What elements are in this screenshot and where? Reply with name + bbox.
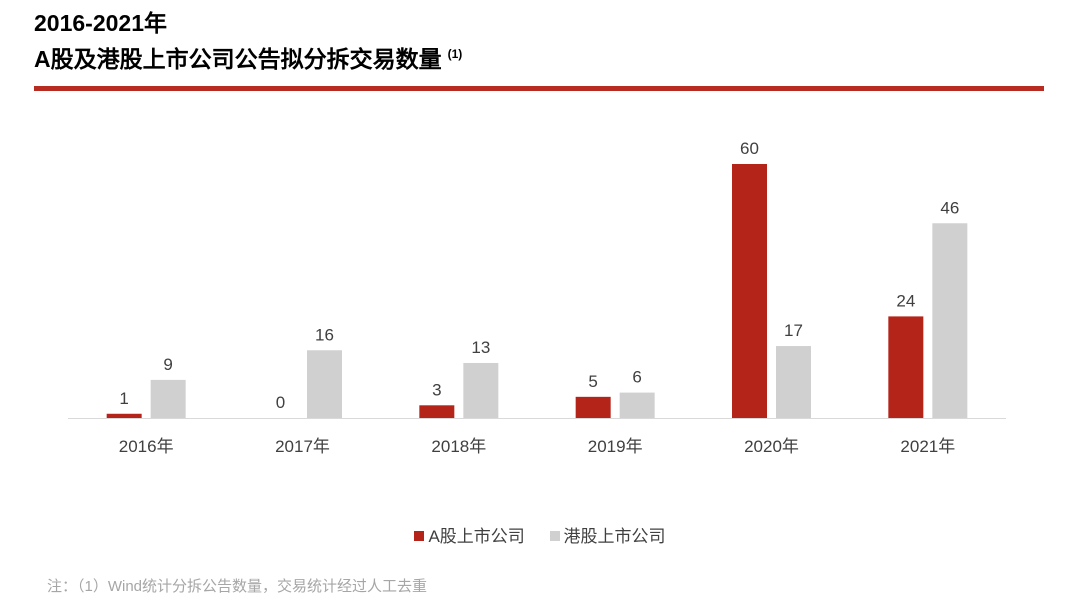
data-label-a-share-4: 60 [740,139,759,158]
data-label-a-share-1: 0 [276,393,285,412]
footnote: 注：（1）Wind统计分拆公告数量，交易统计经过人工去重 [47,578,428,595]
data-label-hk-share-1: 16 [315,325,334,344]
data-label-hk-share-2: 13 [471,338,490,357]
legend-item-hk-share: 港股上市公司 [549,522,666,547]
bar-a-share-2 [419,405,455,418]
legend-label-hk-share: 港股上市公司 [563,527,666,546]
bar-a-share-4 [732,164,767,418]
bar-hk-share-0 [150,379,186,418]
bar-hk-share-3 [619,392,655,418]
x-tick-label-0: 2016年 [119,437,174,456]
data-label-hk-share-5: 46 [940,198,959,217]
title-footnote-marker: (1) [447,47,463,61]
bar-hk-share-5 [932,223,968,418]
x-tick-label-5: 2021年 [900,437,955,456]
chart-title: 2016-2021年 A股及港股上市公司公告拟分拆交易数量 (1) [34,8,462,75]
x-tick-label-4: 2020年 [744,437,799,456]
title-line-2: A股及港股上市公司公告拟分拆交易数量 (1) [34,39,462,75]
data-label-a-share-3: 5 [588,372,597,391]
x-tick-label-1: 2017年 [275,437,330,456]
legend-swatch-a-share [414,531,425,541]
data-label-hk-share-3: 6 [632,368,641,387]
legend-item-a-share: A股上市公司 [414,522,525,547]
title-divider [34,86,1044,91]
x-tick-label-3: 2019年 [588,437,643,456]
bar-hk-share-2 [463,362,499,418]
x-tick-label-2: 2018年 [431,437,486,456]
title-line-1: 2016-2021年 [34,10,167,36]
data-label-a-share-2: 3 [432,380,441,399]
bar-hk-share-1 [307,350,342,418]
bar-hk-share-4 [776,346,811,418]
legend-label-a-share: A股上市公司 [428,527,525,546]
data-label-a-share-0: 1 [119,389,128,408]
data-label-a-share-5: 24 [896,291,915,310]
bar-a-share-3 [575,396,611,418]
chart-legend: A股上市公司 港股上市公司 [0,522,1080,547]
title-main-text: A股及港股上市公司公告拟分拆交易数量 [34,46,442,72]
data-label-hk-share-0: 9 [163,355,172,374]
data-label-hk-share-4: 17 [784,321,803,340]
legend-swatch-hk-share [549,531,560,541]
bar-a-share-5 [888,316,924,418]
bar-a-share-0 [106,413,142,418]
